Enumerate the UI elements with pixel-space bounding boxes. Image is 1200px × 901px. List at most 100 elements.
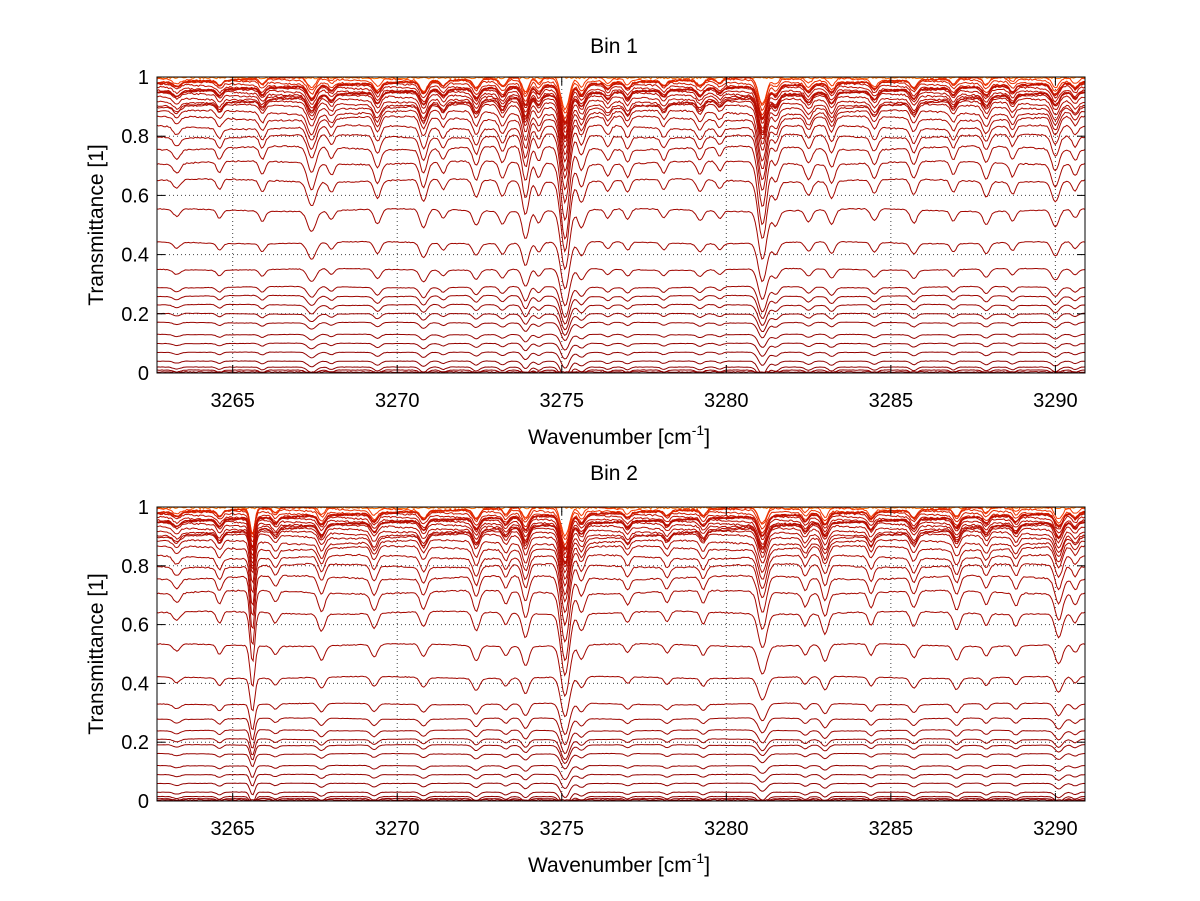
x-tick-label: 3265 <box>210 390 255 412</box>
x-axis-label-close: ] <box>704 854 710 877</box>
x-tick-label: 3280 <box>704 818 749 840</box>
series-trace <box>156 702 1086 736</box>
series-trace <box>156 717 1085 746</box>
series-trace <box>156 145 1086 222</box>
series-trace <box>156 294 1086 325</box>
series-trace <box>157 782 1086 799</box>
series-trace <box>156 797 1086 802</box>
series-trace <box>156 82 1086 125</box>
grid <box>157 77 1085 373</box>
series-trace <box>156 285 1085 319</box>
series-trace <box>156 124 1086 191</box>
chart-title: Bin 1 <box>590 35 638 58</box>
series-trace <box>157 773 1086 790</box>
series-trace <box>156 303 1086 331</box>
series-trace <box>156 544 1086 603</box>
series-trace <box>157 178 1086 253</box>
x-tick-label: 3265 <box>210 818 255 840</box>
series-trace <box>156 506 1086 540</box>
series-trace <box>157 743 1086 765</box>
y-tick-label: 0.8 <box>121 126 149 148</box>
series-trace <box>156 267 1086 307</box>
series-trace <box>156 529 1086 580</box>
chart-bin-1: 3265 3270 3275 3280 3285 3290 0 0.2 0.4 0.6 0.8 1 Bi… <box>85 35 1086 449</box>
x-axis-label-main: Wavenumber [cm <box>528 854 692 877</box>
series-trace <box>156 795 1086 802</box>
series-trace <box>156 738 1086 761</box>
y-tick-label: 1 <box>138 67 149 89</box>
series-trace <box>156 729 1086 755</box>
series-trace <box>157 574 1086 643</box>
series-trace <box>156 521 1086 565</box>
series-trace <box>157 538 1086 596</box>
series-trace <box>156 370 1086 373</box>
series-trace <box>157 312 1085 336</box>
x-axis-label: Wavenumber [cm-1] <box>528 850 710 877</box>
series-trace <box>156 562 1086 627</box>
series-trace <box>157 76 1085 114</box>
x-tick-label: 3285 <box>869 390 914 412</box>
series-trace <box>156 97 1086 149</box>
x-axis-label: Wavenumber [cm-1] <box>528 422 710 449</box>
x-axis-label-close: ] <box>704 426 710 449</box>
x-tick-label: 3270 <box>375 390 420 412</box>
series-trace <box>156 524 1085 568</box>
x-tick-label: 3275 <box>540 390 585 412</box>
series-trace <box>156 642 1086 698</box>
series-trace <box>156 91 1086 140</box>
series-trace <box>157 360 1085 374</box>
y-tick-label: 0.6 <box>121 185 149 207</box>
series-trace <box>156 100 1086 156</box>
series-trace <box>156 103 1086 163</box>
chart-bin-2: 3265 3270 3275 3280 3285 3290 0 0.2 0.4 0.6 0.8 1 Bi… <box>85 462 1086 877</box>
series-trace <box>156 589 1086 662</box>
y-tick-label: 0.2 <box>121 732 149 754</box>
series-trace <box>156 351 1086 369</box>
x-tick-label: 3270 <box>375 818 420 840</box>
series-trace <box>157 333 1085 351</box>
series-trace <box>157 342 1086 360</box>
series-trace <box>156 109 1086 173</box>
series-trace <box>156 752 1086 770</box>
series-trace <box>156 321 1086 342</box>
series-trace <box>156 115 1086 180</box>
y-tick-label: 0.4 <box>121 673 149 695</box>
y-tick-label: 0 <box>138 363 149 385</box>
series-trace <box>156 207 1086 271</box>
series-trace <box>156 94 1086 143</box>
y-axis-label: Transmittance [1] <box>85 573 108 734</box>
x-axis-label-main: Wavenumber [cm <box>528 426 692 449</box>
axes-frame <box>156 506 1086 802</box>
series-trace <box>156 527 1086 574</box>
series-trace <box>156 798 1086 801</box>
y-tick-label: 0.6 <box>121 615 149 637</box>
y-tick-label: 1 <box>138 497 149 519</box>
x-tick-label: 3290 <box>1033 390 1078 412</box>
series-trace <box>156 532 1086 587</box>
x-tick-label: 3285 <box>869 818 914 840</box>
series-trace <box>156 553 1086 614</box>
series-trace <box>156 133 1086 205</box>
grid <box>157 507 1085 801</box>
y-tick-label: 0 <box>138 791 149 813</box>
axes-frame <box>156 76 1086 374</box>
x-axis-label-superscript: -1 <box>692 850 705 866</box>
series-trace <box>156 160 1086 240</box>
series-trace <box>157 764 1085 781</box>
series-trace <box>156 240 1086 290</box>
series-traces <box>156 506 1086 802</box>
y-tick-label: 0.4 <box>121 245 149 267</box>
y-tick-label: 0.8 <box>121 556 149 578</box>
chart-title: Bin 2 <box>590 462 638 485</box>
x-tick-label: 3275 <box>540 818 585 840</box>
x-axis-label-superscript: -1 <box>692 422 705 438</box>
series-trace <box>157 791 1085 802</box>
series-trace <box>156 610 1086 677</box>
x-tick-label: 3290 <box>1033 818 1078 840</box>
series-traces <box>156 76 1086 374</box>
series-trace <box>156 675 1086 718</box>
x-tick-label: 3280 <box>704 390 749 412</box>
y-axis-label: Transmittance [1] <box>85 144 108 305</box>
y-tick-label: 0.2 <box>121 304 149 326</box>
